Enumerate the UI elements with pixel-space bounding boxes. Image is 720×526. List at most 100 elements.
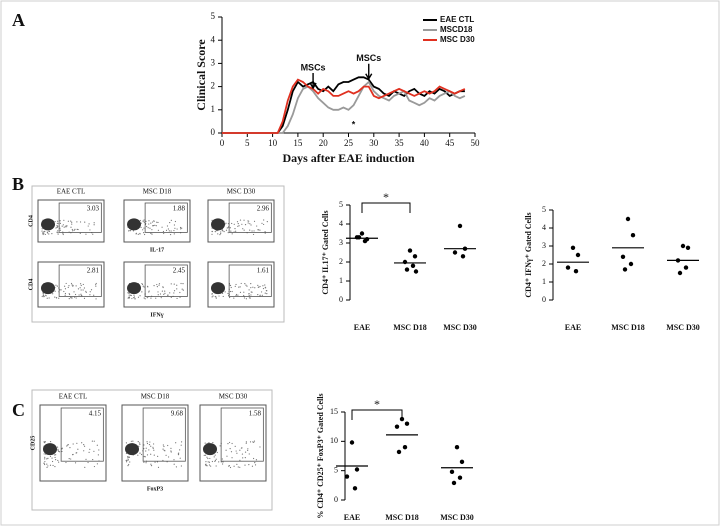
event-dot: [63, 290, 65, 293]
event-dot: [180, 441, 183, 443]
x-tick-label: 45: [445, 138, 455, 148]
event-dot: [76, 452, 78, 454]
event-dot: [165, 454, 167, 456]
event-dot: [85, 290, 87, 292]
event-dot: [46, 231, 48, 233]
event-dot: [249, 223, 251, 225]
x-tick-label: 25: [344, 138, 354, 148]
event-dot: [157, 294, 159, 296]
event-dot: [180, 444, 182, 446]
event-dot: [173, 292, 175, 294]
event-dot: [54, 290, 56, 292]
event-dot: [49, 441, 52, 443]
event-dot: [89, 294, 91, 296]
event-dot: [44, 463, 46, 466]
x-tick-label: 10: [268, 138, 278, 148]
event-dot: [161, 226, 163, 228]
event-dot: [145, 220, 147, 222]
event-dot: [165, 229, 168, 231]
gate: [58, 264, 102, 297]
event-dot: [143, 232, 145, 234]
event-dot: [80, 284, 82, 287]
event-dot: [42, 295, 44, 297]
event-dot: [93, 465, 96, 468]
event-dot: [179, 291, 181, 294]
event-dot: [181, 227, 183, 229]
event-dot: [162, 444, 164, 446]
event-dot: [156, 461, 159, 463]
event-dot: [62, 224, 64, 226]
event-dot: [73, 229, 75, 231]
event-dot: [51, 460, 54, 463]
event-dot: [231, 457, 233, 459]
event-dot: [125, 452, 128, 454]
population: [127, 282, 141, 295]
event-dot: [74, 228, 76, 230]
event-dot: [128, 463, 130, 466]
event-dot: [162, 459, 164, 462]
event-dot: [125, 461, 128, 463]
significance-label: *: [374, 397, 380, 411]
annotation-arrow: [365, 63, 373, 81]
event-dot: [216, 451, 218, 454]
event-dot: [56, 224, 58, 227]
event-dot: [262, 287, 265, 290]
event-dot: [132, 440, 134, 442]
event-dot: [69, 446, 71, 449]
gate-value: 1.88: [173, 205, 186, 213]
event-dot: [238, 225, 240, 227]
event-dot: [88, 223, 90, 225]
event-dot: [88, 451, 90, 453]
event-dot: [146, 297, 148, 299]
event-dot: [263, 219, 265, 221]
event-dot: [148, 449, 150, 451]
event-dot: [71, 228, 73, 231]
data-point: [457, 475, 463, 480]
legend-label: MSC D30: [440, 35, 475, 44]
gate: [60, 407, 104, 462]
event-dot: [173, 283, 175, 285]
event-dot: [68, 458, 70, 460]
event-dot: [247, 449, 249, 451]
event-dot: [241, 223, 243, 225]
event-dot: [236, 452, 238, 454]
event-dot: [130, 440, 132, 442]
y-tick-label: 15: [330, 407, 338, 416]
event-dot: [70, 226, 72, 228]
event-dot: [43, 231, 45, 233]
data-point: [349, 440, 355, 445]
event-dot: [209, 457, 211, 460]
event-dot: [59, 451, 61, 453]
event-dot: [54, 459, 57, 461]
event-dot: [243, 229, 245, 231]
event-dot: [219, 234, 221, 236]
data-point: [565, 265, 571, 270]
data-point: [460, 254, 466, 259]
significance-bracket: [351, 409, 403, 420]
event-dot: [257, 284, 259, 287]
event-dot: [59, 227, 61, 229]
event-dot: [231, 233, 233, 235]
event-dot: [164, 450, 166, 452]
event-dot: [151, 233, 153, 235]
event-dot: [54, 454, 56, 456]
event-dot: [167, 228, 169, 230]
event-dot: [251, 465, 254, 467]
event-dot: [63, 285, 66, 287]
event-dot: [61, 450, 63, 453]
event-dot: [44, 460, 46, 463]
event-dot: [150, 453, 152, 455]
event-dot: [239, 219, 242, 221]
event-dot: [212, 295, 214, 297]
event-dot: [72, 230, 74, 232]
event-dot: [176, 297, 178, 300]
population: [211, 218, 225, 231]
event-dot: [248, 295, 250, 297]
event-dot: [96, 444, 98, 446]
event-dot: [49, 455, 52, 458]
x-tick-label: 5: [245, 138, 250, 148]
event-dot: [209, 465, 212, 467]
x-axis-label: IFNγ: [150, 312, 163, 318]
y-tick-label: 0: [334, 495, 338, 504]
event-dot: [176, 284, 178, 286]
